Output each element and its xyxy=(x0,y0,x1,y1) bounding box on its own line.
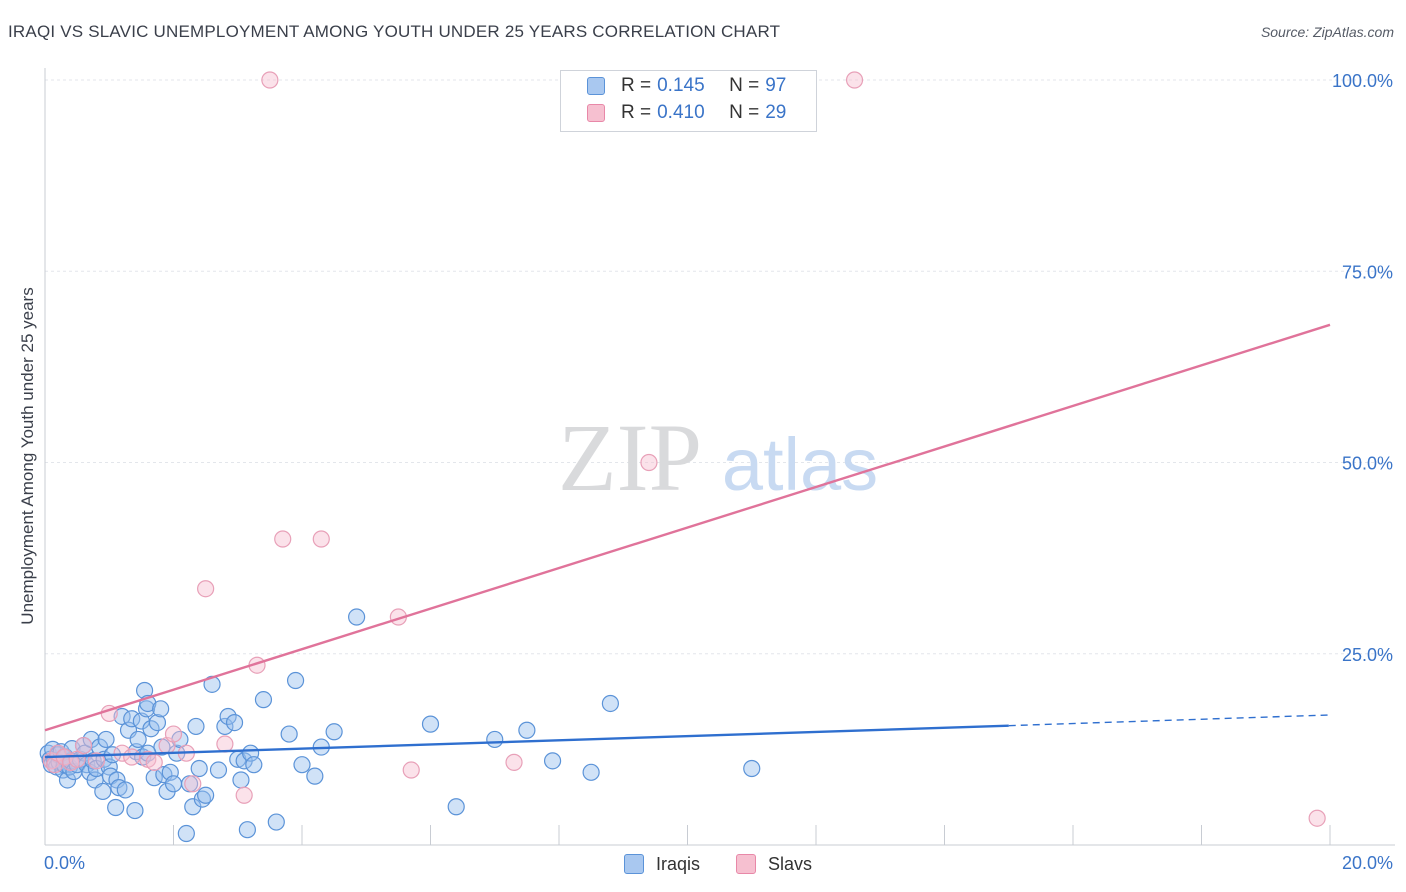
iraqis-point xyxy=(187,717,205,736)
legend: R = 0.145 N = 97 R = 0.410 N = 29 xyxy=(560,70,817,132)
iraqis-point xyxy=(601,694,620,713)
slavs-point xyxy=(123,748,141,766)
iraqis-trend-extension xyxy=(1008,714,1331,727)
legend-r-label: R = xyxy=(621,102,652,123)
iraqis-point xyxy=(267,813,285,831)
slavs-trend-line xyxy=(44,323,1331,732)
bottom-legend-iraqis: Iraqis xyxy=(624,852,700,876)
source-credit: Source: ZipAtlas.com xyxy=(1260,24,1394,40)
slavs-point xyxy=(640,453,658,472)
slavs-point xyxy=(312,530,330,548)
iraqis-point xyxy=(254,691,273,709)
iraqis-point xyxy=(197,786,215,804)
tick-labels: 25.0% 50.0% 75.0% 100.0% 0.0% 20.0% xyxy=(44,71,1393,873)
iraqis-point xyxy=(107,798,125,817)
iraqis-point xyxy=(116,781,134,799)
slavs-point xyxy=(402,761,420,779)
watermark-atlas: atlas xyxy=(722,423,878,506)
bottom-legend-swatch-slavs xyxy=(736,854,756,874)
slavs-point xyxy=(845,71,864,89)
x-tick-label-max: 20.0% xyxy=(1342,853,1393,873)
iraqis-point xyxy=(293,756,311,774)
legend-n-label: N = xyxy=(729,75,760,96)
iraqis-point xyxy=(129,730,147,749)
iraqis-point xyxy=(238,821,256,839)
iraqis-point xyxy=(209,761,228,779)
legend-swatch-iraqis xyxy=(587,77,605,95)
slavs-point xyxy=(505,753,523,771)
iraqis-point xyxy=(225,713,244,732)
slavs-point xyxy=(274,530,292,548)
iraqis-point xyxy=(348,608,366,626)
slavs-point xyxy=(74,736,93,755)
iraqis-trend-line xyxy=(44,724,1009,759)
watermark: ZIP atlas xyxy=(558,404,878,511)
iraqis-point xyxy=(232,771,250,789)
iraqis-point xyxy=(582,763,600,781)
iraqis-point xyxy=(148,713,167,732)
iraqis-point xyxy=(126,801,144,820)
bottom-legend-label-slavs: Slavs xyxy=(768,853,813,874)
slavs-point xyxy=(164,725,183,743)
legend-n-label: N = xyxy=(729,102,760,123)
bottom-legend-swatch-iraqis xyxy=(624,854,644,874)
iraqis-point xyxy=(152,700,170,718)
y-tick-label: 100.0% xyxy=(1332,71,1393,91)
iraqis-point xyxy=(145,769,163,787)
iraqis-point xyxy=(164,775,183,793)
axes xyxy=(44,68,1395,846)
iraqis-point xyxy=(280,725,298,743)
legend-r-value-iraqis: 0.145 xyxy=(657,75,705,96)
slavs-point xyxy=(1308,809,1326,827)
trend-lines xyxy=(44,323,1331,759)
x-tick-label-min: 0.0% xyxy=(44,853,85,873)
iraqis-points xyxy=(39,608,761,843)
iraqis-point xyxy=(325,723,343,741)
iraqis-point xyxy=(518,721,536,739)
iraqis-point xyxy=(421,715,440,733)
bottom-legend-label-iraqis: Iraqis xyxy=(656,853,701,874)
slavs-point xyxy=(216,735,234,753)
iraqis-point xyxy=(190,759,208,778)
legend-n-value-slavs: 29 xyxy=(765,102,787,123)
iraqis-point xyxy=(543,752,562,770)
grid xyxy=(45,79,1395,655)
iraqis-point xyxy=(94,782,112,801)
slavs-point xyxy=(235,786,253,804)
watermark-zip: ZIP xyxy=(558,404,702,511)
legend-row-slavs: R = 0.410 N = 29 xyxy=(587,101,786,125)
slavs-point xyxy=(87,752,106,770)
chart-title: IRAQI VS SLAVIC UNEMPLOYMENT AMONG YOUTH… xyxy=(8,22,781,41)
bottom-legend-slavs: Slavs xyxy=(736,852,812,876)
iraqis-point xyxy=(743,759,761,778)
slavs-point xyxy=(261,71,279,89)
iraqis-point xyxy=(216,717,234,736)
iraqis-point xyxy=(219,707,237,726)
slavs-point xyxy=(197,580,215,598)
y-tick-label: 25.0% xyxy=(1342,645,1393,665)
iraqis-point xyxy=(97,730,115,749)
iraqis-point xyxy=(245,756,263,774)
legend-swatch-slavs xyxy=(587,104,605,122)
y-tick-label: 50.0% xyxy=(1342,454,1393,474)
iraqis-point xyxy=(306,767,324,785)
legend-row-iraqis: R = 0.145 N = 97 xyxy=(587,74,786,98)
iraqis-point xyxy=(177,824,195,843)
iraqis-point xyxy=(447,798,465,816)
legend-r-value-slavs: 0.410 xyxy=(657,102,705,123)
iraqis-point xyxy=(486,730,504,749)
iraqis-point xyxy=(142,720,160,738)
legend-n-value-iraqis: 97 xyxy=(765,75,787,96)
iraqis-point xyxy=(286,671,305,690)
legend-r-label: R = xyxy=(621,75,652,96)
y-tick-label: 75.0% xyxy=(1342,262,1393,282)
slavs-point xyxy=(145,753,163,771)
slavs-point xyxy=(184,775,202,793)
